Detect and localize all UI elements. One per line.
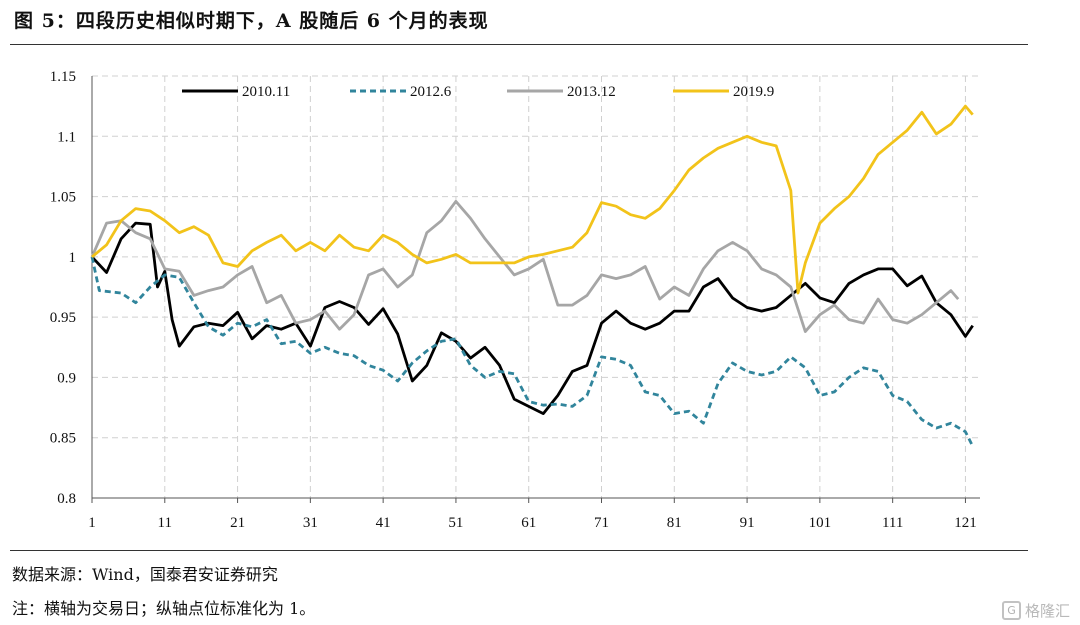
x-tick-labels: 1 11 21 31 41 51 61 71 81 91 101 111 121 (88, 515, 976, 531)
source-note: 数据来源：Wind，国泰君安证券研究 (12, 565, 278, 584)
x-tick-label: 101 (809, 515, 832, 531)
y-tick-label: 0.8 (57, 491, 76, 507)
x-tick-label: 31 (303, 515, 318, 531)
figure-title: 图 5：四段历史相似时期下，A 股随后 6 个月的表现 (14, 10, 489, 32)
chart-series-lines (90, 104, 974, 447)
x-tick-label: 41 (376, 515, 391, 531)
x-tick-label: 111 (882, 515, 903, 531)
x-tick-label: 51 (448, 515, 463, 531)
y-tick-label: 0.9 (57, 370, 76, 386)
y-tick-label: 1.1 (57, 129, 76, 145)
chart-axes (91, 76, 980, 503)
top-divider (10, 44, 1028, 45)
legend-label-2: 2013.12 (567, 84, 616, 100)
x-tick-label: 91 (740, 515, 755, 531)
y-tick-labels: 0.8 0.85 0.9 0.95 1 1.05 1.1 1.15 (50, 69, 76, 507)
x-tick-label: 71 (594, 515, 609, 531)
watermark-label: 格隆汇 (1024, 602, 1070, 620)
x-tick-label: 1 (88, 515, 96, 531)
y-tick-label: 1.15 (50, 69, 76, 85)
y-tick-label: 1 (69, 250, 77, 266)
legend-label-3: 2019.9 (733, 84, 774, 100)
gelonghui-logo-icon: G (1001, 601, 1021, 620)
series-line-1 (90, 256, 974, 447)
chart-legend: 2010.11 2012.6 2013.12 2019.9 (182, 84, 774, 100)
axis-footnote: 注：横轴为交易日；纵轴点位标准化为 1。 (12, 599, 316, 618)
y-tick-label: 1.05 (50, 190, 76, 206)
legend-label-0: 2010.11 (242, 84, 290, 100)
bottom-divider (10, 550, 1028, 551)
x-tick-label: 21 (230, 515, 245, 531)
chart-grid (92, 75, 980, 498)
x-tick-label: 11 (158, 515, 172, 531)
series-line-3 (91, 104, 974, 295)
series-line-2 (90, 199, 960, 334)
x-tick-label: 61 (521, 515, 536, 531)
watermark: G 格隆汇 (1001, 600, 1070, 621)
legend-label-1: 2012.6 (410, 84, 452, 100)
series-line-0 (90, 221, 974, 416)
x-tick-label: 81 (667, 515, 682, 531)
y-tick-label: 0.95 (50, 310, 76, 326)
x-tick-label: 121 (954, 515, 977, 531)
y-tick-label: 0.85 (50, 431, 76, 447)
